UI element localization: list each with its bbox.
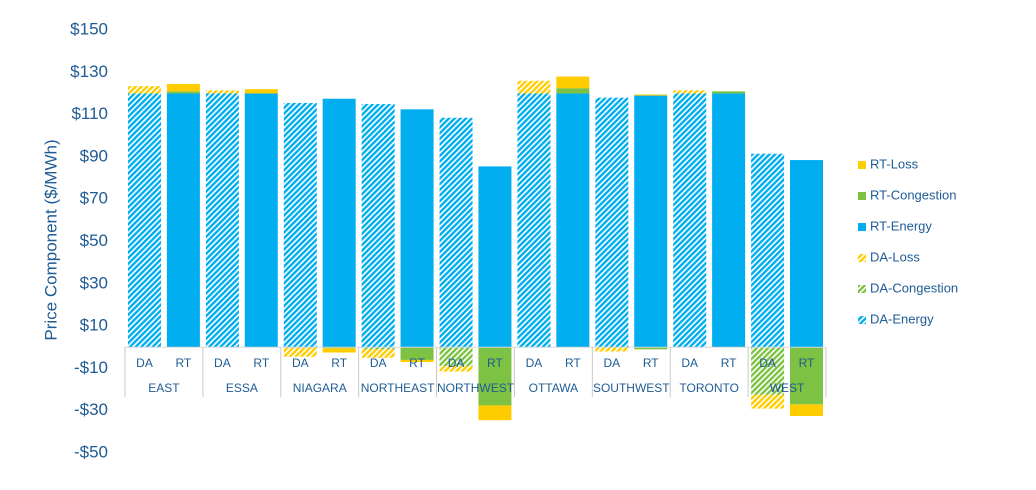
legend-label: DA-Congestion	[870, 280, 958, 295]
bar-segment	[283, 102, 317, 348]
bar-segment	[322, 347, 356, 349]
x-tick-label: SOUTHWEST	[593, 381, 670, 395]
bar-segment	[283, 347, 317, 357]
bar-segment	[128, 86, 161, 94]
bar-segment	[322, 98, 356, 348]
bar-segment	[478, 347, 512, 406]
bar-segment	[478, 405, 512, 421]
bar-segment	[400, 109, 434, 348]
bar-segment	[556, 88, 590, 94]
bar-segment	[790, 404, 823, 416]
y-tick-label: -$30	[74, 400, 108, 419]
bar-segment	[361, 104, 395, 348]
y-tick-label: $130	[70, 62, 108, 81]
x-tick-label: ESSA	[226, 381, 258, 395]
bar-segment	[751, 394, 785, 409]
bar-segment	[556, 93, 590, 348]
legend-label: RT-Energy	[870, 218, 932, 233]
legend-swatch	[858, 223, 866, 231]
bar-segment	[790, 160, 823, 348]
legend-swatch	[858, 192, 866, 200]
bar-segment	[400, 359, 434, 363]
bar-segment	[166, 83, 200, 92]
sub-category-label: DA	[292, 356, 309, 370]
bar-segment	[673, 93, 707, 348]
bar-segment	[595, 97, 629, 348]
bar-segment	[634, 94, 668, 96]
bar-segment	[128, 93, 161, 348]
sub-category-label: RT	[643, 356, 659, 370]
bar-segment	[595, 347, 629, 352]
sub-category-label: DA	[448, 356, 465, 370]
bar-segment	[634, 347, 668, 350]
x-tick-label: WEST	[770, 381, 805, 395]
bar-segment	[673, 90, 707, 94]
bar-segment	[244, 93, 278, 348]
sub-category-label: DA	[370, 356, 387, 370]
legend-swatch	[858, 285, 866, 293]
bar-segment	[205, 93, 239, 348]
y-tick-label: $150	[70, 19, 108, 38]
sub-category-label: DA	[214, 356, 231, 370]
x-tick-label: NORTHEAST	[361, 381, 435, 395]
bar-segment	[517, 80, 551, 94]
bar-segment	[556, 76, 590, 89]
sub-category-label: RT	[253, 356, 269, 370]
bar-segment	[166, 93, 200, 348]
sub-category-label: RT	[721, 356, 737, 370]
sub-category-label: RT	[175, 356, 191, 370]
bar-segment	[439, 366, 473, 372]
bar-segment	[400, 347, 434, 360]
sub-category-label: DA	[136, 356, 153, 370]
x-tick-label: EAST	[148, 381, 180, 395]
x-tick-label: OTTAWA	[529, 381, 579, 395]
y-tick-label: $30	[80, 273, 108, 292]
x-tick-label: NIAGARA	[293, 381, 347, 395]
bar-segment	[361, 349, 395, 358]
legend-swatch	[858, 254, 866, 262]
y-tick-label: $50	[80, 231, 108, 250]
y-axis-title: Price Component ($/MWh)	[41, 139, 60, 340]
bar-segment	[517, 93, 551, 348]
legend-label: DA-Energy	[870, 311, 934, 326]
y-tick-label: $110	[71, 104, 108, 123]
bar-segment	[439, 117, 473, 348]
x-tick-label: NORTHWEST	[437, 381, 515, 395]
y-tick-label: $10	[80, 316, 108, 335]
bar-segment	[751, 347, 785, 395]
sub-category-label: RT	[409, 356, 425, 370]
y-tick-label: $70	[80, 189, 108, 208]
y-tick-label: -$50	[74, 442, 108, 461]
bar-segment	[712, 93, 746, 348]
sub-category-label: RT	[565, 356, 581, 370]
sub-category-label: DA	[526, 356, 543, 370]
bar-segment	[205, 90, 239, 94]
sub-category-label: RT	[331, 356, 347, 370]
y-tick-label: $90	[80, 146, 108, 165]
y-tick-label: -$10	[74, 358, 108, 377]
legend-label: RT-Congestion	[870, 187, 956, 202]
legend-swatch	[858, 161, 866, 169]
bar-segment	[361, 347, 395, 350]
legend-label: DA-Loss	[870, 249, 920, 264]
legend-swatch	[858, 316, 866, 324]
sub-category-label: RT	[487, 356, 503, 370]
bar-segment	[478, 166, 512, 348]
bar-segment	[166, 91, 200, 94]
sub-category-label: DA	[603, 356, 620, 370]
sub-category-label: DA	[759, 356, 776, 370]
bar-segment	[322, 348, 356, 353]
sub-category-label: DA	[681, 356, 698, 370]
bar-segment	[712, 91, 746, 94]
bar-segment	[244, 89, 278, 94]
bar-segment	[751, 153, 785, 348]
bar-segment	[790, 347, 823, 405]
bar-segment	[439, 347, 473, 367]
legend-label: RT-Loss	[870, 156, 919, 171]
sub-category-label: RT	[799, 356, 815, 370]
bar-segment	[634, 95, 668, 348]
x-tick-label: TORONTO	[679, 381, 739, 395]
